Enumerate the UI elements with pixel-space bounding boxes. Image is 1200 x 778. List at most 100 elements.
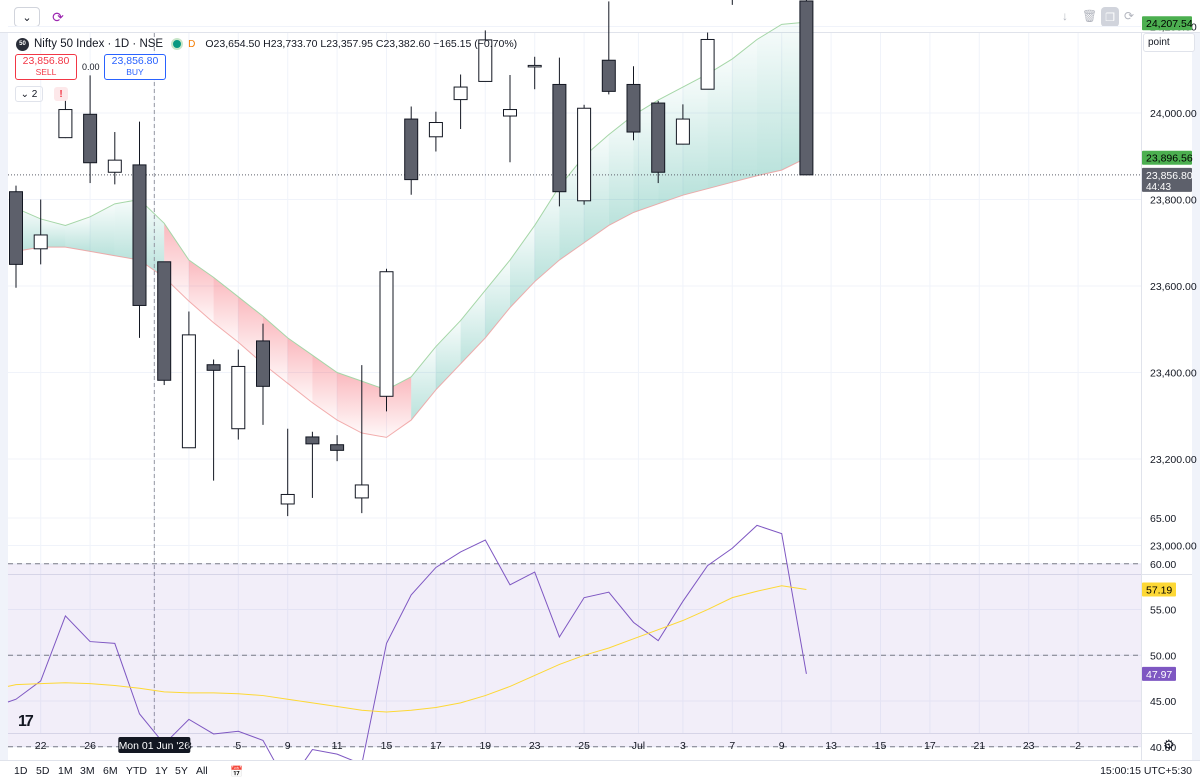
indicators-collapse-button[interactable]: ⌄ 2 — [15, 86, 43, 102]
timeframe-1y[interactable]: 1Y — [155, 765, 168, 777]
cloud-segment — [65, 216, 91, 252]
price-tick-label: 23,200.00 — [1150, 454, 1197, 466]
cloud-upper-line — [15, 21, 807, 391]
market-open-icon — [171, 38, 184, 50]
candle-body — [280, 493, 295, 505]
copy-icon[interactable]: ❐ — [1101, 7, 1119, 27]
chevron-down-icon: ⌄ — [20, 88, 32, 100]
timeframe-1d[interactable]: 1D — [14, 765, 28, 777]
arrow-down-icon[interactable]: ↓ — [1062, 9, 1068, 23]
candle-body — [651, 102, 666, 173]
candle-body — [107, 159, 122, 173]
candle-body — [305, 436, 320, 445]
time-tick-label: 13 — [825, 740, 837, 752]
buy-label: BUY — [126, 67, 144, 77]
sell-button[interactable]: 23,856.80 SELL — [15, 54, 77, 80]
candle-body — [256, 340, 270, 387]
time-tick-label: 9 — [779, 740, 785, 752]
candle-body — [404, 118, 419, 181]
candle-body — [354, 484, 369, 499]
price-label: 23,856.80 — [1146, 170, 1193, 182]
timeframe-ytd[interactable]: YTD — [126, 765, 147, 777]
timeframe-6m[interactable]: 6M — [103, 765, 118, 777]
candle-body — [206, 364, 221, 371]
refresh-icon[interactable]: ⟳ — [48, 7, 68, 27]
timeframe-1m[interactable]: 1M — [58, 765, 73, 777]
cloud-lower-line — [15, 157, 807, 438]
candle-body — [132, 164, 147, 306]
time-tick-label: 23 — [529, 740, 541, 752]
candle-body — [577, 107, 592, 202]
candle-body — [527, 64, 542, 68]
rsi-value-label: 57.19 — [1146, 585, 1172, 597]
date-range-icon[interactable]: 📅 — [230, 766, 244, 778]
time-tick-label: Jul — [632, 740, 645, 752]
symbol-title[interactable]: Nifty 50 Index · 1D · NSE — [34, 38, 164, 50]
rsi-tick-label: 40.00 — [1150, 742, 1176, 754]
rsi-line — [7, 524, 807, 778]
candle-body — [675, 118, 690, 145]
cloud-segment — [534, 186, 560, 282]
trash-icon[interactable]: 🗑 — [1082, 9, 1098, 23]
time-tick-label: 22 — [35, 740, 47, 752]
candle-body — [231, 365, 246, 430]
cloud-segment — [485, 260, 510, 338]
rsi-label-bg — [1142, 582, 1176, 597]
cloud-segment — [337, 372, 362, 434]
candle-body — [700, 38, 715, 90]
chevron-down-icon[interactable]: ⌄ — [14, 7, 40, 27]
price-label-bg — [1142, 167, 1192, 192]
scale-mode-button[interactable]: point — [1143, 33, 1195, 52]
price-tick-label: 24,000.00 — [1150, 108, 1197, 120]
top-toolbar: ⌄ ⟳ ↓ 🗑 ❐ ⟳ — [0, 0, 1200, 33]
price-tick-label: 23,400.00 — [1150, 368, 1197, 380]
rsi-tick-label: 50.00 — [1150, 650, 1176, 662]
candle-body — [428, 122, 443, 138]
timeframe-5d[interactable]: 5D — [36, 765, 50, 777]
price-label-bg — [1142, 16, 1192, 31]
timeframe-all[interactable]: All — [196, 765, 208, 777]
time-tick-label: 15 — [381, 740, 393, 752]
candle-body — [552, 83, 567, 193]
tradingview-logo-icon[interactable]: 17 — [18, 713, 34, 730]
ohlc-values: O23,654.50 H23,733.70 L23,357.95 C23,382… — [205, 38, 518, 50]
rsi-tick-label: 45.00 — [1150, 696, 1176, 708]
cloud-segment — [287, 337, 313, 403]
cloud-segment — [460, 290, 486, 364]
symbol-legend: 50 Nifty 50 Index · 1D · NSE D O23,654.5… — [16, 36, 517, 52]
time-tick-label: 5 — [235, 740, 241, 752]
clock[interactable]: 15:00:15 UTC+5:30 — [1100, 765, 1192, 777]
sync-icon[interactable]: ⟳ — [1124, 9, 1135, 23]
cloud-segment — [90, 203, 115, 256]
time-tick-label: 26 — [84, 740, 96, 752]
price-label: 24,207.54 — [1146, 18, 1193, 30]
sell-label: SELL — [35, 67, 57, 77]
timeframe-3m[interactable]: 3M — [80, 765, 95, 777]
price-tick-label: 23,800.00 — [1150, 195, 1197, 207]
alert-icon[interactable]: ! — [54, 87, 68, 101]
cloud-segment — [411, 346, 436, 421]
rsi-ma-line — [7, 585, 807, 713]
buy-button[interactable]: 23,856.80 BUY — [104, 54, 166, 80]
time-tick-label: 17 — [430, 740, 442, 752]
time-tick-label: 3 — [186, 740, 192, 752]
left-border — [0, 33, 8, 760]
buy-price: 23,856.80 — [111, 55, 159, 67]
time-tick-label: 17 — [924, 740, 936, 752]
candle-body — [503, 109, 517, 117]
candle-body — [330, 444, 345, 451]
cloud-segment — [608, 115, 634, 226]
candle-body — [799, 0, 814, 176]
crosshair-date-label: Mon 01 Jun '26 — [119, 740, 191, 752]
candle-body — [181, 334, 196, 449]
time-tick-label: 25 — [578, 740, 590, 752]
candle-body — [9, 191, 23, 265]
time-tick-label: 2 — [1075, 740, 1081, 752]
candle-body — [626, 83, 641, 133]
settings-icon[interactable]: ⚙ — [1163, 737, 1175, 752]
time-tick-label: 9 — [285, 740, 291, 752]
candle-body — [478, 39, 493, 82]
timeframe-5y[interactable]: 5Y — [175, 765, 188, 777]
rsi-value-label: 47.97 — [1146, 669, 1172, 681]
